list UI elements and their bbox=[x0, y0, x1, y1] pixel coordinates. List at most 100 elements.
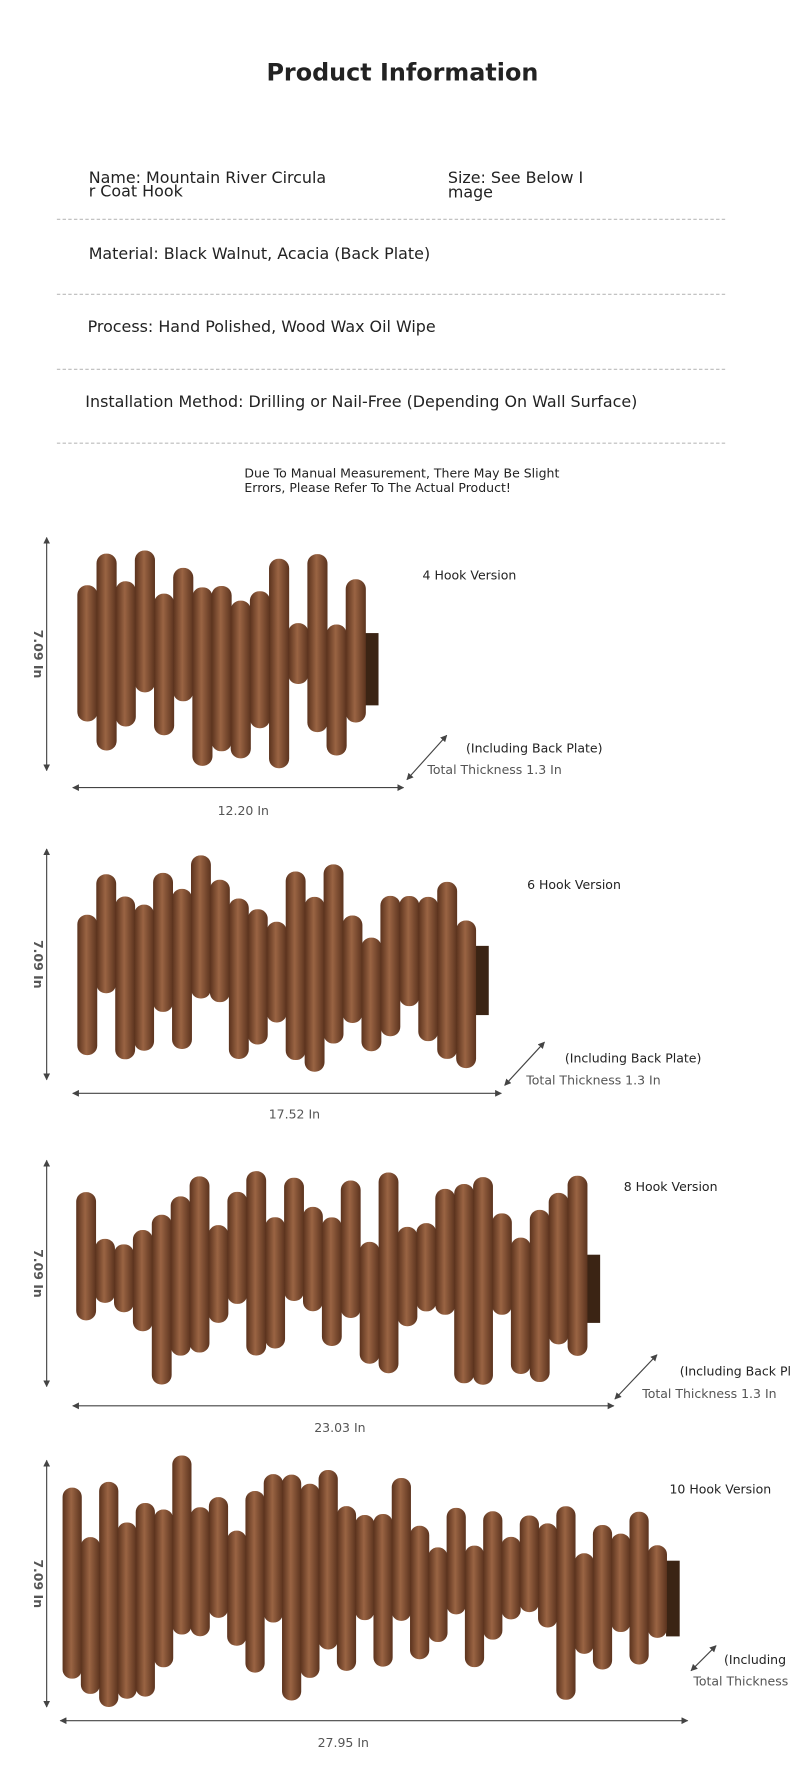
hook-rod bbox=[266, 921, 287, 1023]
hook-rod bbox=[117, 1522, 137, 1699]
hook-rod bbox=[228, 898, 249, 1059]
hook-rod bbox=[336, 1506, 357, 1671]
hook-rod bbox=[342, 915, 363, 1023]
hook-rod bbox=[340, 1180, 361, 1319]
hook-rod bbox=[134, 904, 155, 1051]
width-label: 23.03 In bbox=[314, 1420, 365, 1435]
hook-rod bbox=[99, 1481, 119, 1707]
hook-rod bbox=[529, 1209, 550, 1383]
hook-rod bbox=[410, 1525, 430, 1660]
thickness-arrow bbox=[406, 734, 448, 781]
back-plate bbox=[475, 945, 489, 1016]
hook-rod bbox=[134, 550, 155, 693]
hook-rod bbox=[208, 1497, 229, 1618]
thickness-arrow bbox=[690, 1645, 717, 1672]
installation: Installation Method: Drilling or Nail-Fr… bbox=[85, 392, 637, 411]
note-line: Due To Manual Measurement, There May Be … bbox=[244, 465, 559, 480]
width-label: 12.20 In bbox=[218, 803, 269, 818]
hook-rod bbox=[548, 1192, 569, 1345]
hook-rod bbox=[380, 895, 401, 1037]
hook-rod bbox=[361, 937, 382, 1052]
width-label: 17.52 In bbox=[269, 1106, 320, 1121]
hook-rod bbox=[304, 896, 325, 1072]
back-plate-note: (Including Back Plate) bbox=[724, 1652, 790, 1667]
hook-rod bbox=[435, 1188, 456, 1315]
hook-rod bbox=[245, 1491, 265, 1673]
height-label: 7.09 In bbox=[31, 630, 46, 679]
hook-rod bbox=[115, 896, 136, 1060]
hook-rod bbox=[170, 1196, 191, 1356]
hook-rod bbox=[391, 1477, 411, 1621]
hook-rod bbox=[288, 623, 309, 685]
hook-rod bbox=[80, 1537, 101, 1694]
hook-rod bbox=[464, 1545, 485, 1668]
hook-rod bbox=[446, 1507, 466, 1615]
hook-rod bbox=[321, 1217, 342, 1347]
hook-rod bbox=[378, 1172, 399, 1374]
hook-rod bbox=[454, 1184, 475, 1384]
hook-rod bbox=[307, 554, 328, 733]
hook-rod bbox=[115, 581, 136, 727]
hook-rod bbox=[355, 1515, 375, 1621]
width-label: 27.95 In bbox=[318, 1735, 369, 1750]
hook-rod bbox=[282, 1474, 302, 1701]
hook-rod bbox=[300, 1483, 320, 1678]
hook-rod bbox=[151, 1214, 172, 1385]
hook-rod bbox=[416, 1223, 437, 1312]
hook-rod bbox=[76, 1192, 97, 1321]
hook-rod bbox=[592, 1524, 613, 1670]
back-plate-note: (Including Back Plate) bbox=[680, 1363, 790, 1378]
back-plate-note: (Including Back Plate) bbox=[565, 1051, 701, 1066]
hook-rod bbox=[483, 1511, 503, 1640]
hook-rod bbox=[285, 871, 306, 1061]
hook-rod bbox=[246, 1171, 267, 1356]
hook-rod bbox=[96, 553, 117, 751]
hook-rod bbox=[249, 591, 270, 729]
hook-rod bbox=[77, 914, 98, 1056]
hook-rod bbox=[519, 1515, 539, 1613]
hook-rod bbox=[77, 585, 98, 722]
hook-rod bbox=[208, 1225, 229, 1323]
back-plate bbox=[364, 633, 379, 706]
hook-rod bbox=[318, 1469, 338, 1650]
hook-rod bbox=[501, 1536, 521, 1620]
version-label: 4 Hook Version bbox=[423, 568, 517, 583]
thickness-arrow bbox=[614, 1354, 658, 1400]
hook-rod bbox=[154, 593, 175, 736]
process: Process: Hand Polished, Wood Wax Oil Wip… bbox=[88, 317, 436, 336]
height-label: 7.09 In bbox=[31, 940, 46, 989]
hook-rod bbox=[190, 1507, 210, 1637]
hook-rod bbox=[473, 1177, 493, 1385]
hook-rod bbox=[153, 872, 174, 1012]
hook-rod bbox=[263, 1474, 283, 1623]
hook-rod bbox=[629, 1511, 649, 1665]
hook-rod bbox=[326, 624, 347, 756]
hook-rod bbox=[373, 1513, 393, 1667]
height-label: 7.09 In bbox=[31, 1249, 46, 1298]
back-plate bbox=[666, 1560, 680, 1637]
thickness-arrow bbox=[504, 1041, 545, 1086]
hook-rod bbox=[567, 1175, 588, 1356]
hook-rod bbox=[135, 1502, 155, 1697]
hook-rod bbox=[211, 585, 232, 752]
version-label: 8 Hook Version bbox=[624, 1179, 718, 1194]
thickness-note: Total Thickness 1.3 In bbox=[692, 1674, 790, 1689]
hook-rod bbox=[538, 1523, 558, 1628]
title: Product Information bbox=[266, 58, 538, 86]
hook-rod bbox=[437, 881, 458, 1059]
hook-rod bbox=[190, 855, 211, 999]
back-plate-note: (Including Back Plate) bbox=[466, 740, 602, 755]
name-line: r Coat Hook bbox=[89, 182, 184, 201]
version-label: 10 Hook Version bbox=[669, 1481, 771, 1496]
hook-rod bbox=[510, 1237, 531, 1374]
hook-rod bbox=[456, 920, 477, 1069]
hook-rod bbox=[428, 1547, 448, 1643]
hook-rod bbox=[647, 1545, 667, 1638]
size-line: mage bbox=[448, 183, 493, 202]
hook-rod bbox=[418, 896, 439, 1042]
hook-rod bbox=[397, 1226, 418, 1327]
hook-rod bbox=[62, 1487, 82, 1679]
version-label: 6 Hook Version bbox=[527, 877, 621, 892]
hook-rod bbox=[154, 1509, 174, 1668]
